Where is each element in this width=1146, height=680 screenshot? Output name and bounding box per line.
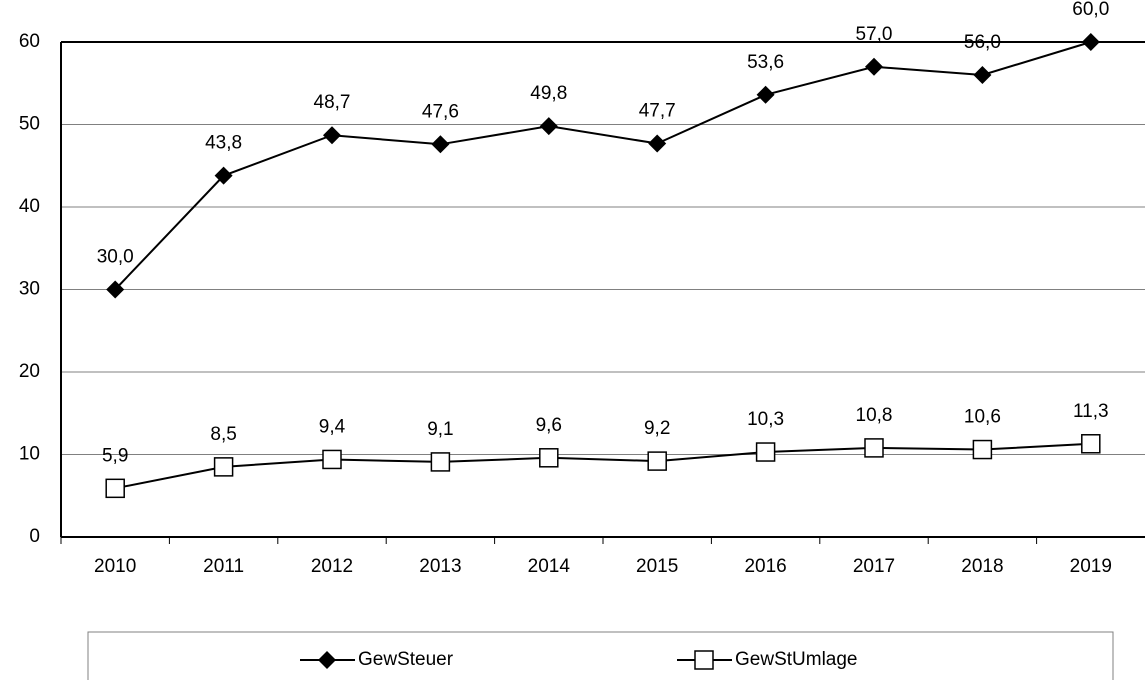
- legend-marker: [694, 650, 714, 670]
- value-label: 9,1: [427, 419, 453, 440]
- value-label: 53,6: [747, 52, 784, 73]
- value-label: 43,8: [205, 133, 242, 154]
- y-tick-label: 0: [29, 526, 40, 547]
- series-line: [115, 442, 1091, 490]
- point: [756, 85, 775, 104]
- point: [1081, 434, 1101, 454]
- x-tick-label: 2014: [528, 556, 571, 577]
- point: [648, 134, 667, 153]
- y-tick-label: 30: [19, 279, 40, 300]
- y-tick-label: 50: [19, 114, 40, 135]
- point: [539, 117, 558, 136]
- point: [106, 280, 125, 299]
- point: [323, 126, 341, 145]
- x-tick-label: 2015: [636, 556, 678, 577]
- legend-marker: [318, 651, 336, 669]
- value-label: 10,8: [856, 405, 893, 426]
- value-label: 10,6: [964, 407, 1001, 428]
- value-label: 9,2: [644, 418, 670, 439]
- point: [865, 57, 883, 76]
- point: [431, 135, 450, 154]
- value-label: 8,5: [210, 424, 236, 445]
- series-line: [114, 41, 1092, 291]
- value-label: 11,3: [1073, 401, 1109, 422]
- y-tick-label: 10: [19, 444, 40, 465]
- value-label: 56,0: [964, 32, 1001, 53]
- point: [647, 451, 667, 471]
- x-tick-label: 2012: [311, 556, 353, 577]
- point: [755, 442, 776, 462]
- value-label: 60,0: [1072, 0, 1109, 20]
- point: [539, 448, 559, 468]
- point: [973, 66, 992, 84]
- value-label: 5,9: [102, 445, 128, 466]
- value-label: 47,6: [422, 101, 459, 122]
- x-tick-label: 2018: [961, 556, 1003, 577]
- value-label: 57,0: [856, 24, 893, 45]
- point: [1081, 33, 1100, 51]
- x-tick-label: 2013: [419, 556, 461, 577]
- point: [105, 478, 125, 499]
- point: [214, 166, 233, 185]
- value-label: 49,8: [530, 83, 567, 104]
- y-tick-label: 60: [19, 31, 40, 52]
- x-tick-label: 2016: [744, 556, 786, 577]
- value-label: 30,0: [97, 247, 134, 268]
- x-tick-label: 2017: [853, 556, 895, 577]
- point: [864, 438, 884, 458]
- legend-box: [87, 631, 1114, 680]
- value-label: 9,4: [319, 416, 346, 437]
- x-tick-label: 2011: [203, 556, 244, 577]
- value-label: 10,3: [747, 409, 784, 430]
- point: [322, 449, 342, 470]
- value-label: 47,7: [639, 100, 676, 121]
- value-label: 9,6: [536, 415, 562, 436]
- point: [213, 457, 234, 477]
- legend-label: GewSteuer: [358, 649, 454, 670]
- x-tick-label: 2019: [1070, 556, 1112, 577]
- value-label: 48,7: [314, 92, 351, 113]
- x-tick-label: 2010: [94, 556, 136, 577]
- y-tick-label: 20: [19, 361, 40, 382]
- point: [430, 452, 451, 472]
- y-tick-label: 40: [19, 196, 40, 217]
- legend-label: GewStUmlage: [735, 649, 858, 670]
- point: [972, 439, 993, 460]
